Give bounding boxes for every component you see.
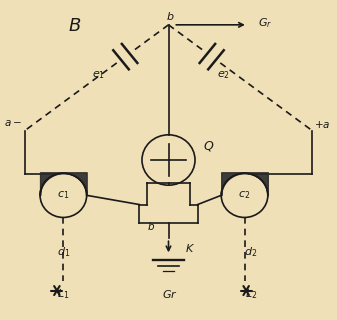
Text: $Gr$: $Gr$ — [162, 288, 178, 300]
Text: $c_1$: $c_1$ — [57, 189, 69, 201]
Text: $G_{r}$: $G_{r}$ — [258, 16, 273, 30]
Text: $c_2$: $c_2$ — [238, 189, 251, 201]
Text: $b$: $b$ — [166, 10, 174, 22]
Text: $a-$: $a-$ — [4, 118, 22, 128]
Text: $B$: $B$ — [68, 17, 81, 36]
Text: $Q$: $Q$ — [203, 139, 215, 153]
Circle shape — [40, 173, 87, 218]
Text: $+a$: $+a$ — [314, 119, 330, 130]
Text: $K$: $K$ — [185, 242, 194, 253]
Text: $L_2$: $L_2$ — [245, 288, 257, 301]
Text: $b$: $b$ — [147, 220, 155, 232]
Text: $d_2$: $d_2$ — [244, 245, 257, 259]
Text: $e_2$: $e_2$ — [217, 70, 230, 81]
Text: $e_1$: $e_1$ — [92, 70, 105, 81]
Text: $L_1$: $L_1$ — [57, 288, 69, 301]
Text: $d_1$: $d_1$ — [57, 245, 70, 259]
Circle shape — [221, 173, 268, 218]
